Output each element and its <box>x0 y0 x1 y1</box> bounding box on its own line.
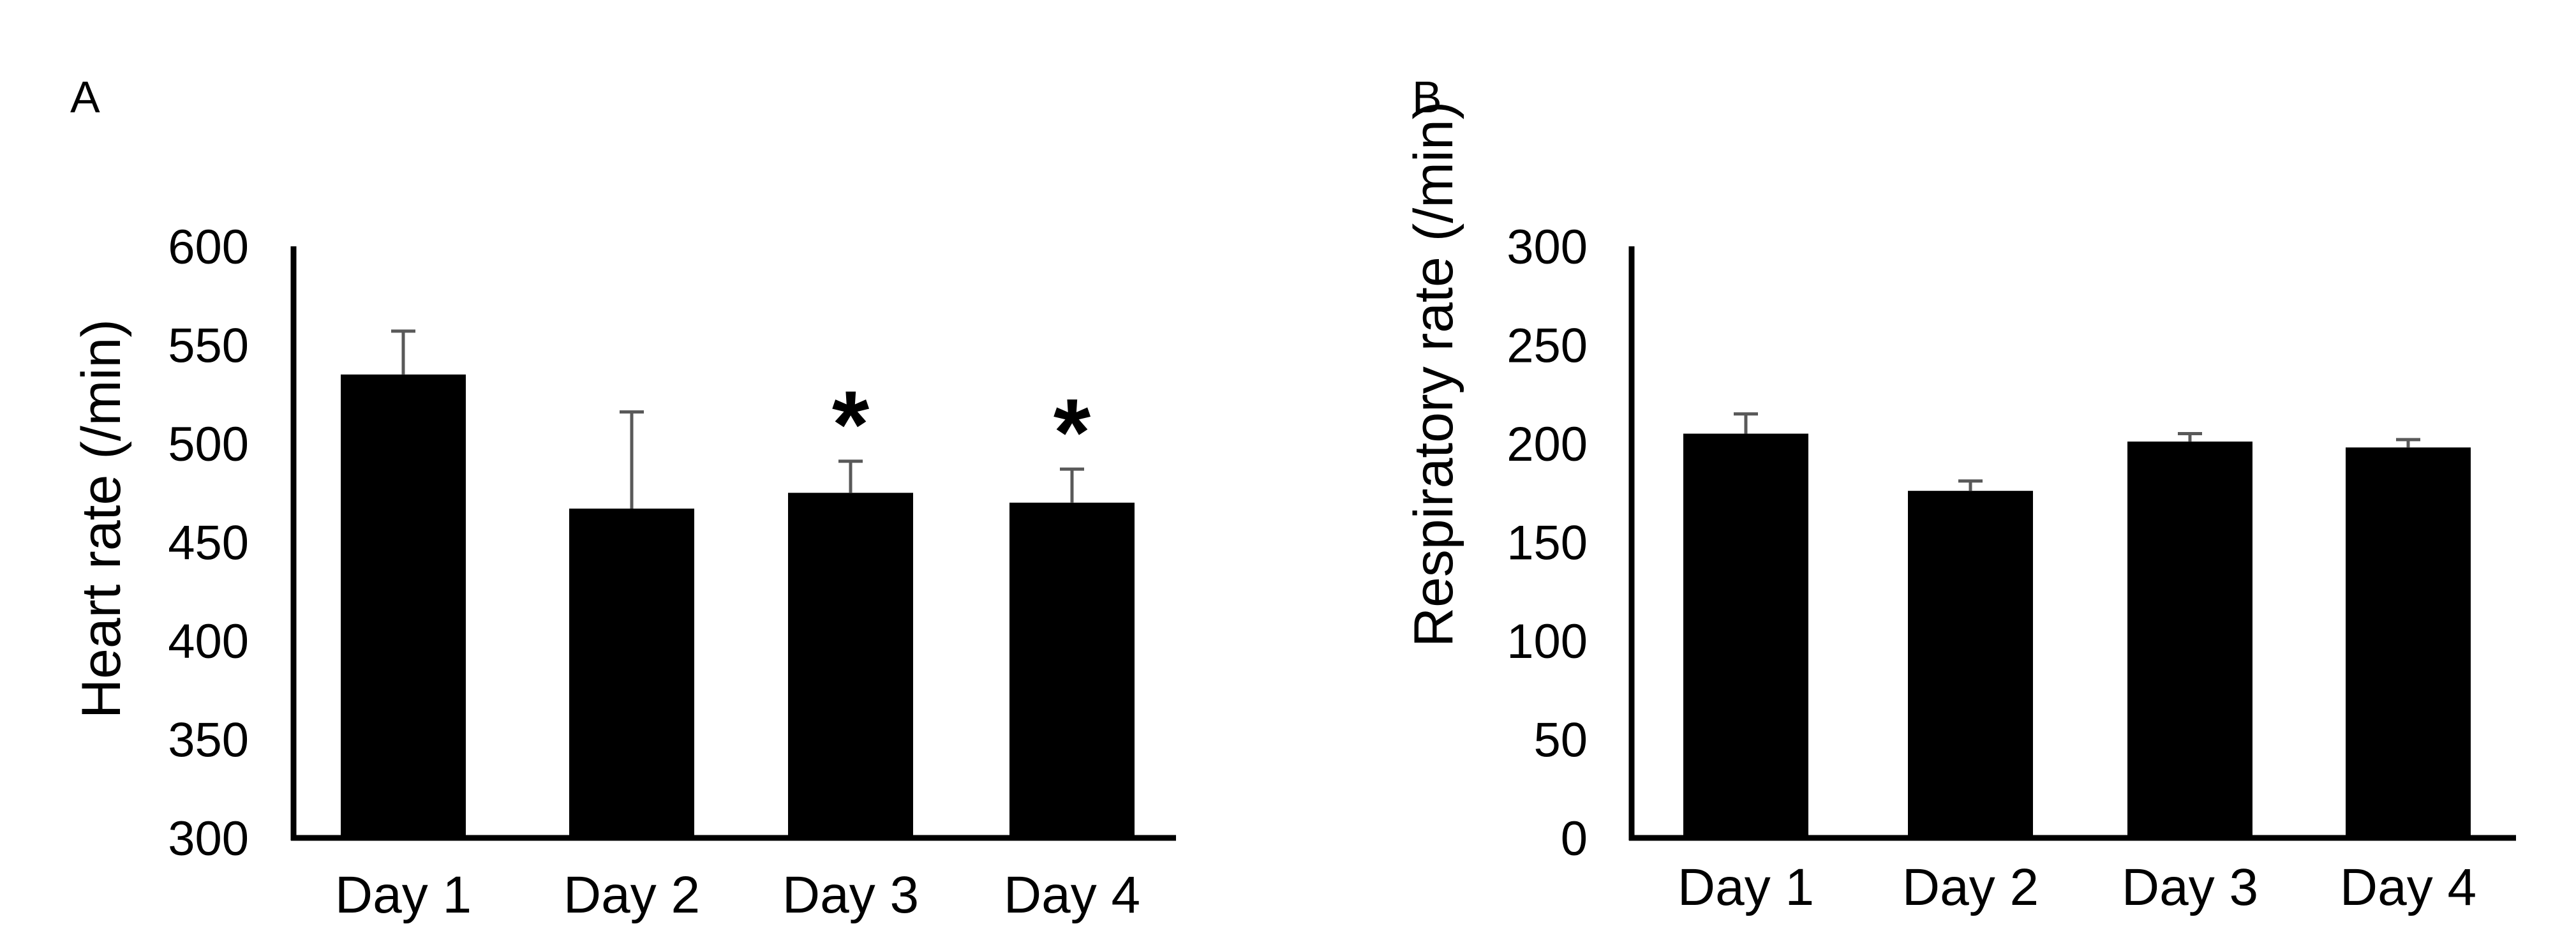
bar <box>788 493 913 838</box>
category-label: Day 4 <box>2340 858 2476 916</box>
panel-a: A Heart rate (/min) 300 350 400 450 500 550 60… <box>70 72 1176 924</box>
category-label: Day 2 <box>1902 858 2039 916</box>
category-label: Day 3 <box>782 866 919 924</box>
panel-a-error-bars <box>391 329 1084 509</box>
panel-a-label: A <box>70 72 100 122</box>
panel-b-y-tick-label: 200 <box>1507 417 1588 472</box>
panel-b-category-labels: Day 1 Day 2 Day 3 Day 4 <box>1678 858 2476 916</box>
panel-a-significance-markers: * * <box>832 371 1091 486</box>
panel-a-y-tick-label: 300 <box>168 812 249 866</box>
category-label: Day 1 <box>1678 858 1814 916</box>
panel-b-bars <box>1683 433 2471 838</box>
panel-a-bars <box>341 374 1135 838</box>
panel-b-axes <box>1628 246 2516 841</box>
panel-b-y-axis-title: Respiratory rate (/min) <box>1403 101 1464 647</box>
panel-b-y-tick-label: 250 <box>1507 319 1588 373</box>
significance-marker: * <box>832 371 870 478</box>
panel-a-y-tick-label: 350 <box>168 713 249 768</box>
panel-a-y-tick-label: 550 <box>168 319 249 373</box>
bar <box>1683 433 1808 838</box>
bar <box>1908 491 2033 838</box>
panel-b-y-tick-label: 150 <box>1507 516 1588 571</box>
category-label: Day 2 <box>563 866 700 924</box>
panel-a-y-axis-title: Heart rate (/min) <box>71 319 132 719</box>
panel-a-y-tick-label: 600 <box>168 220 249 274</box>
bar <box>1009 502 1135 838</box>
panel-a-axes <box>290 246 1176 841</box>
bar <box>341 374 466 838</box>
panel-a-y-tick-label: 450 <box>168 516 249 571</box>
panel-b-y-tick-label: 100 <box>1507 615 1588 669</box>
panel-b-y-tick-labels: 0 50 100 150 200 250 300 <box>1507 220 1588 866</box>
panel-b-label: B <box>1412 72 1442 122</box>
category-label: Day 3 <box>2122 858 2258 916</box>
panel-b-y-tick-label: 50 <box>1533 713 1588 768</box>
panel-b-y-tick-label: 0 <box>1561 812 1588 866</box>
bar <box>569 508 694 838</box>
panel-a-y-tick-label: 400 <box>168 615 249 669</box>
panel-b-error-bars <box>1734 412 2420 491</box>
panel-a-y-tick-label: 500 <box>168 417 249 472</box>
panel-b: B Respiratory rate (/min) 0 50 100 150 200 25… <box>1403 72 2516 916</box>
category-label: Day 1 <box>335 866 472 924</box>
panel-b-y-tick-label: 300 <box>1507 220 1588 274</box>
bar <box>2127 441 2252 838</box>
significance-marker: * <box>1053 378 1091 486</box>
bar <box>2346 447 2471 838</box>
category-label: Day 4 <box>1004 866 1140 924</box>
panel-a-category-labels: Day 1 Day 2 Day 3 Day 4 <box>335 866 1140 924</box>
panel-a-y-tick-labels: 300 350 400 450 500 550 600 <box>168 220 249 866</box>
